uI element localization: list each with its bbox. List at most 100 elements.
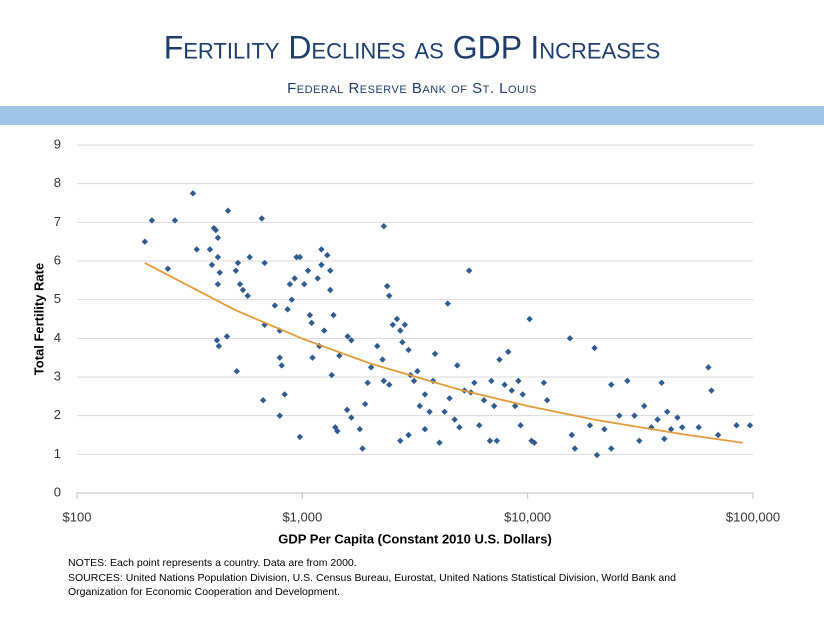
- scatter-point: [383, 282, 391, 290]
- scatter-point: [379, 356, 386, 363]
- scatter-point: [397, 327, 404, 334]
- scatter-point: [258, 215, 266, 222]
- scatter-point: [348, 337, 355, 344]
- scatter-point: [320, 327, 328, 334]
- scatter-point: [232, 267, 240, 274]
- scatter-point: [214, 253, 222, 261]
- scatter-point: [540, 379, 548, 386]
- scatter-point: [304, 267, 312, 274]
- scatter-point: [306, 311, 314, 319]
- scatter-point: [441, 408, 448, 415]
- scatter-point: [488, 377, 495, 385]
- scatter-point: [708, 387, 715, 394]
- scatter-point: [309, 354, 316, 361]
- scatter-point: [276, 354, 283, 361]
- y-tick-label: 2: [54, 407, 61, 422]
- scatter-point: [327, 286, 334, 294]
- scatter-point: [501, 381, 508, 388]
- scatter-point: [348, 414, 355, 421]
- scatter-point: [515, 377, 522, 385]
- scatter-point: [276, 412, 283, 419]
- scatter-point: [496, 356, 503, 363]
- scatter-point: [641, 402, 648, 410]
- y-tick-label: 1: [54, 446, 61, 461]
- note: NOTES: Each point represents a country. …: [68, 557, 357, 569]
- scatter-point: [206, 246, 214, 253]
- scatter-point: [380, 223, 388, 230]
- scatter-point: [330, 311, 337, 319]
- scatter-point: [654, 416, 661, 423]
- scatter-point: [208, 261, 216, 269]
- scatter-point: [214, 281, 222, 288]
- scatter-point: [436, 439, 443, 446]
- note: SOURCES: United Nations Population Divis…: [68, 572, 676, 584]
- scatter-point: [380, 377, 388, 385]
- y-tick-label: 0: [54, 484, 61, 499]
- scatter-point: [356, 426, 364, 433]
- scatter-point: [733, 422, 740, 429]
- scatter-point: [261, 259, 268, 267]
- scatter-point: [714, 431, 722, 439]
- scatter-point: [490, 402, 498, 410]
- scatter-point: [519, 391, 526, 398]
- scatter-point: [259, 397, 267, 404]
- scatter-point: [568, 431, 576, 439]
- scatter-point: [663, 408, 671, 415]
- note: Organization for Economic Cooperation an…: [68, 586, 340, 598]
- scatter-point: [215, 342, 223, 350]
- scatter-point: [361, 400, 369, 408]
- scatter-point: [401, 321, 409, 328]
- scatter-point: [631, 412, 638, 419]
- scatter-point: [286, 281, 294, 288]
- scatter-point: [234, 259, 242, 267]
- scatter-point: [301, 281, 308, 288]
- scatter-point: [426, 408, 433, 415]
- scatter-point: [511, 402, 519, 410]
- scatter-point: [608, 381, 615, 388]
- scatter-point: [531, 439, 538, 446]
- scatter-point: [239, 286, 247, 294]
- scatter-point: [324, 252, 331, 259]
- scatter-point: [281, 391, 288, 398]
- scatter-point: [421, 391, 429, 398]
- x-tick-label: $10,000: [504, 509, 551, 524]
- scatter-point: [705, 364, 712, 371]
- scatter-point: [678, 424, 686, 431]
- scatter-point: [636, 437, 643, 444]
- scatter-point: [364, 379, 371, 386]
- scatter-point: [456, 424, 463, 431]
- scatter-point: [374, 342, 381, 350]
- scatter-point: [233, 368, 241, 375]
- scatter-point: [291, 275, 298, 282]
- y-tick-label: 9: [54, 136, 61, 151]
- scatter-point: [214, 234, 222, 241]
- scatter-point: [284, 306, 291, 313]
- scatter-point: [397, 437, 404, 444]
- scatter-point: [389, 321, 396, 328]
- scatter-point: [236, 281, 244, 288]
- scatter-point: [171, 217, 179, 224]
- scatter-point: [454, 362, 461, 369]
- scatter-point: [444, 300, 451, 307]
- scatter-point: [328, 371, 335, 379]
- chart-title: Fertility Declines as GDP Increases: [164, 29, 661, 65]
- scatter-point: [543, 397, 551, 404]
- scatter-point: [327, 267, 334, 274]
- scatter-point: [486, 437, 494, 444]
- scatter-point: [591, 344, 598, 352]
- scatter-point: [476, 422, 483, 429]
- scatter-point: [658, 379, 665, 386]
- scatter-point: [517, 422, 524, 429]
- x-tick-label: $1,000: [282, 509, 322, 524]
- scatter-point: [508, 387, 515, 394]
- scatter-point: [334, 427, 341, 435]
- scatter-point: [667, 426, 675, 433]
- scatter-point: [416, 402, 423, 410]
- scatter-point: [189, 190, 197, 197]
- y-tick-label: 3: [54, 368, 61, 383]
- scatter-point: [414, 368, 421, 375]
- scatter-point: [410, 377, 418, 385]
- scatter-point: [695, 424, 702, 431]
- scatter-point: [608, 445, 615, 452]
